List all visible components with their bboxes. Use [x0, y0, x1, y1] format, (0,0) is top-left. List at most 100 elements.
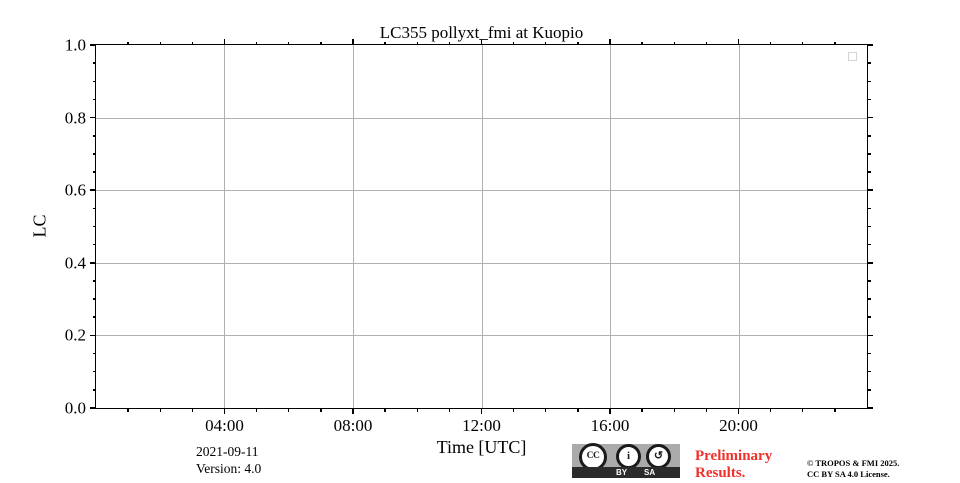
y-axis-minor-tick: [92, 352, 96, 355]
y-axis-tick: [867, 262, 873, 264]
x-axis-minor-tick: [673, 41, 675, 45]
y-axis-minor-tick: [92, 298, 96, 300]
x-axis-minor-tick: [255, 41, 258, 45]
x-axis-minor-tick: [673, 408, 675, 412]
grid-lines: [96, 45, 867, 408]
y-axis-minor-tick: [92, 134, 96, 137]
y-axis-tick-label: 1.0: [64, 35, 86, 55]
x-axis-tick-label: 16:00: [590, 416, 630, 435]
y-axis-minor-tick: [867, 316, 871, 319]
x-axis-minor-tick: [545, 408, 547, 412]
copyright-notice: © TROPOS & FMI 2025. CC BY SA 4.0 Licens…: [807, 458, 899, 481]
x-axis-tick-label: 20:00: [719, 416, 758, 435]
x-axis-title: Time [UTC]: [436, 437, 527, 457]
y-axis-minor-tick: [92, 207, 96, 210]
gridline-vertical: [352, 45, 354, 408]
x-axis-minor-tick: [834, 41, 836, 45]
y-axis-tick: [867, 407, 873, 409]
y-axis-tick-label: 0.8: [64, 108, 86, 128]
x-axis-minor-tick: [512, 41, 515, 45]
preliminary-results-notice: Preliminary Results.: [695, 448, 772, 483]
x-axis-tick: [480, 408, 483, 414]
x-axis-minor-tick: [705, 41, 708, 45]
chart-title: LC355 pollyxt_fmi at Kuopio: [379, 23, 584, 42]
x-axis-minor-tick: [834, 408, 836, 412]
y-axis-minor-tick: [92, 370, 96, 373]
x-axis-tick: [737, 39, 740, 45]
x-axis-tick: [223, 39, 226, 45]
x-axis-minor-tick: [288, 408, 290, 412]
x-axis-tick: [352, 39, 354, 45]
y-axis-minor-tick: [867, 153, 871, 155]
copyright-line-2: CC BY SA 4.0 License.: [807, 469, 890, 480]
y-axis-tick: [90, 189, 96, 191]
y-axis-minor-tick: [867, 298, 871, 300]
x-axis-minor-tick: [545, 41, 547, 45]
x-axis-minor-tick: [384, 41, 386, 45]
x-axis-minor-tick: [127, 408, 129, 412]
y-axis-minor-tick: [867, 280, 871, 282]
y-axis-minor-tick: [92, 80, 96, 83]
x-axis-tick-label: 08:00: [333, 416, 373, 435]
x-axis-minor-tick: [802, 408, 804, 412]
x-axis-minor-tick: [191, 408, 194, 412]
y-axis-minor-tick: [867, 243, 871, 246]
x-axis-minor-tick: [769, 408, 772, 412]
x-axis-minor-tick: [127, 41, 129, 45]
x-axis-minor-tick: [448, 41, 451, 45]
footer-version-text: Version: 4.0: [196, 460, 262, 476]
footer-date-block: 2021-09-11 Version: 4.0: [196, 444, 261, 478]
x-axis-minor-tick: [705, 408, 708, 412]
plot-area[interactable]: 0.0 0.2 0.4 0.6 0.8 1.0 04:00 08:00 12:00 16:00 20…: [65, 37, 873, 434]
y-axis-tick-label: 0.0: [64, 398, 86, 418]
y-axis-tick: [90, 407, 96, 409]
cc-label-bar: BY SA: [572, 467, 680, 478]
x-axis-minor-tick: [577, 408, 579, 412]
y-axis-minor-tick: [92, 316, 96, 319]
legend-patch-icon: [848, 52, 857, 61]
y-axis-minor-tick: [867, 389, 871, 391]
y-axis-minor-tick: [867, 62, 871, 64]
y-axis-tick-label: 0.2: [64, 325, 86, 345]
y-axis-tick: [90, 334, 96, 337]
cc-sa-sharealike-icon: ↺: [646, 444, 671, 469]
preliminary-line-2: Results.: [695, 465, 746, 482]
creative-commons-license-icon[interactable]: CC i ↺ BY SA: [572, 442, 680, 478]
x-axis-minor-tick: [448, 408, 451, 412]
y-axis-tick: [90, 262, 96, 264]
y-axis-minor-tick: [867, 171, 871, 173]
x-axis-tick-label: 12:00: [462, 416, 501, 435]
cc-icon-row: CC i ↺: [572, 442, 680, 471]
y-axis-minor-tick: [867, 80, 871, 83]
x-axis-minor-tick: [255, 408, 258, 412]
x-axis-minor-tick: [512, 408, 515, 412]
y-axis-minor-tick: [92, 98, 96, 101]
gridline-vertical: [609, 45, 611, 408]
y-axis-tick: [90, 116, 96, 119]
x-axis-tick: [352, 408, 354, 414]
y-axis-minor-tick: [92, 62, 96, 64]
x-axis-minor-tick: [416, 408, 418, 412]
cc-by-person-icon: i: [616, 444, 641, 469]
x-axis-minor-tick: [191, 41, 194, 45]
y-axis-tick-label: 0.4: [64, 253, 86, 273]
x-axis-minor-tick: [416, 41, 418, 45]
y-axis-tick: [867, 116, 873, 119]
y-axis-minor-tick: [92, 389, 96, 391]
x-axis-tick: [737, 408, 740, 414]
x-axis-minor-tick: [577, 41, 579, 45]
y-axis-minor-tick: [867, 134, 871, 137]
y-axis-minor-tick: [867, 98, 871, 101]
x-axis-minor-tick: [384, 408, 386, 412]
x-axis-minor-tick: [159, 41, 161, 45]
y-axis-tick: [867, 189, 873, 191]
x-axis-minor-tick: [159, 408, 161, 412]
y-axis-minor-tick: [92, 153, 96, 155]
copyright-line-1: © TROPOS & FMI 2025.: [807, 458, 900, 468]
y-axis-minor-tick: [867, 225, 871, 228]
y-axis-tick: [90, 44, 96, 46]
x-axis-tick: [480, 39, 483, 45]
x-axis-minor-tick: [320, 408, 322, 412]
y-axis-title: LC: [29, 214, 50, 238]
